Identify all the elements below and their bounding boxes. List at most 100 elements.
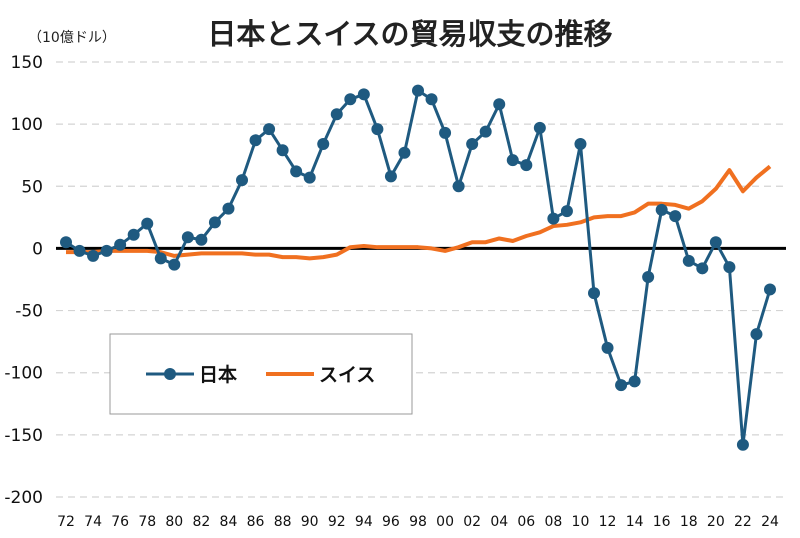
x-tick-label: 22 <box>734 514 752 530</box>
data-point-japan <box>100 244 113 257</box>
data-point-japan <box>60 236 72 249</box>
x-tick-label: 18 <box>680 514 698 530</box>
y-tick-label: -200 <box>4 488 43 508</box>
data-point-japan <box>73 244 86 257</box>
data-point-japan <box>195 233 208 246</box>
data-point-japan <box>276 144 289 157</box>
legend: 日本 スイス <box>109 333 413 415</box>
legend-swiss-label: スイス <box>319 364 375 386</box>
data-point-japan <box>560 205 573 218</box>
data-point-japan <box>588 287 600 300</box>
x-tick-label: 04 <box>490 514 508 530</box>
y-tick-label: -100 <box>4 364 43 384</box>
data-point-japan <box>655 203 668 216</box>
y-axis-ticks: 150 100 50 0 -50 -100 -150 -200 <box>4 53 43 508</box>
x-tick-label: 76 <box>111 514 129 530</box>
x-tick-label: 72 <box>57 514 75 530</box>
x-tick-label: 12 <box>599 514 617 530</box>
data-point-japan <box>723 261 736 274</box>
data-point-japan <box>371 123 384 136</box>
data-point-japan <box>263 123 276 136</box>
data-point-japan <box>642 271 655 284</box>
legend-japan-marker <box>164 368 176 380</box>
x-axis-ticks: 72 74 76 78 80 82 84 86 88 90 92 94 96 98 00 02 04 06 08 10… <box>57 514 779 530</box>
x-tick-label: 14 <box>626 514 644 530</box>
data-point-japan <box>154 252 167 265</box>
x-tick-label: 74 <box>84 514 102 530</box>
data-point-japan <box>493 98 506 111</box>
data-point-japan <box>628 375 641 388</box>
data-point-japan <box>574 138 587 151</box>
x-tick-label: 02 <box>463 514 481 530</box>
y-tick-label: 150 <box>11 53 43 73</box>
data-point-japan <box>750 328 763 341</box>
data-point-japan <box>506 154 519 167</box>
x-tick-label: 98 <box>409 514 427 530</box>
series-layer <box>60 84 776 451</box>
data-point-japan <box>236 174 248 187</box>
data-point-japan <box>168 258 181 271</box>
data-point-japan <box>601 341 614 354</box>
x-tick-label: 96 <box>382 514 400 530</box>
data-point-japan <box>141 217 154 230</box>
data-point-japan <box>222 202 235 215</box>
x-tick-label: 94 <box>355 514 373 530</box>
data-point-japan <box>466 138 479 151</box>
x-tick-label: 82 <box>192 514 210 530</box>
data-point-japan <box>709 236 722 249</box>
x-tick-label: 84 <box>220 514 238 530</box>
data-point-japan <box>330 108 343 121</box>
y-tick-label: 50 <box>21 177 43 197</box>
data-point-japan <box>615 379 628 392</box>
data-point-japan <box>425 93 438 106</box>
y-tick-label: 0 <box>32 239 43 259</box>
x-tick-label: 24 <box>761 514 779 530</box>
data-point-japan <box>547 212 560 225</box>
data-point-japan <box>290 165 303 178</box>
y-unit-label: （10億ドル） <box>28 30 116 46</box>
data-point-japan <box>764 283 776 296</box>
y-tick-label: 100 <box>11 115 43 135</box>
x-tick-label: 80 <box>165 514 183 530</box>
x-tick-label: 78 <box>138 514 156 530</box>
data-point-japan <box>127 228 140 241</box>
data-point-japan <box>249 134 262 147</box>
x-tick-label: 16 <box>653 514 671 530</box>
x-tick-label: 08 <box>544 514 562 530</box>
data-point-japan <box>669 210 682 223</box>
legend-japan-label: 日本 <box>199 363 237 386</box>
data-point-japan <box>520 159 533 172</box>
data-point-japan <box>439 126 452 139</box>
data-point-japan <box>736 438 749 451</box>
data-point-japan <box>384 170 397 183</box>
x-tick-label: 90 <box>301 514 319 530</box>
data-point-japan <box>696 262 709 275</box>
chart-title: 日本とスイスの貿易収支の推移 <box>207 17 612 51</box>
data-point-japan <box>398 146 411 159</box>
data-point-japan <box>317 138 330 151</box>
x-tick-label: 10 <box>572 514 590 530</box>
x-tick-label: 20 <box>707 514 725 530</box>
data-point-japan <box>479 125 492 138</box>
y-tick-label: -150 <box>4 426 43 446</box>
data-point-japan <box>344 93 357 106</box>
x-tick-label: 88 <box>274 514 292 530</box>
x-tick-label: 06 <box>517 514 535 530</box>
y-tick-label: -50 <box>15 302 43 322</box>
data-point-japan <box>114 238 127 251</box>
data-point-japan <box>412 84 424 97</box>
x-tick-label: 86 <box>247 514 265 530</box>
data-point-japan <box>87 249 100 262</box>
x-tick-label: 00 <box>436 514 454 530</box>
x-tick-label: 92 <box>328 514 346 530</box>
data-point-japan <box>208 216 221 229</box>
data-point-japan <box>533 121 546 134</box>
data-point-japan <box>357 88 370 101</box>
data-point-japan <box>682 254 695 267</box>
data-point-japan <box>452 180 465 193</box>
data-point-japan <box>303 171 316 184</box>
series-line-switzerland <box>66 164 772 261</box>
